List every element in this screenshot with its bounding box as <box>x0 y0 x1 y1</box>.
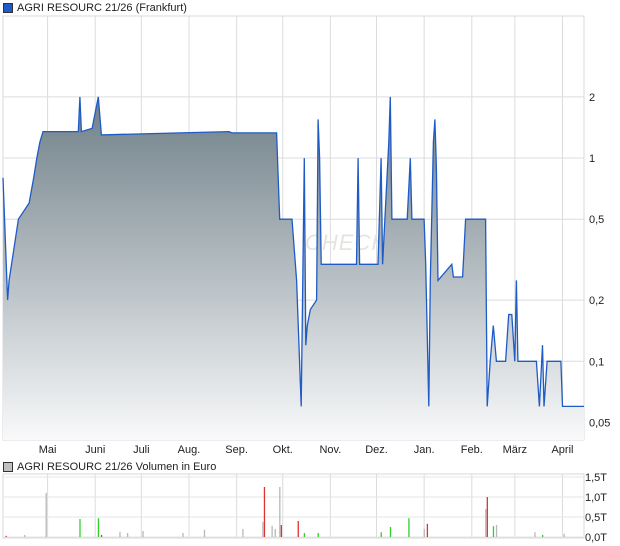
volume-bar <box>423 529 425 537</box>
volume-bar <box>203 529 206 537</box>
volume-bar <box>426 523 429 537</box>
price-y-tick-label: 0,1 <box>589 356 604 368</box>
x-tick-label: Sep. <box>225 444 248 456</box>
x-tick-label: April <box>551 444 573 456</box>
volume-bar <box>303 533 306 537</box>
volume-y-tick-label: 1,5T <box>585 472 607 484</box>
volume-bar <box>297 521 299 537</box>
price-y-tick-label: 2 <box>589 92 595 104</box>
volume-legend: AGRI RESOURC 21/26 Volumen in Euro <box>3 461 216 473</box>
price-y-tick-label: 0,05 <box>589 417 610 429</box>
volume-bar <box>563 533 565 537</box>
price-y-tick-label: 0,5 <box>589 214 604 226</box>
x-tick-label: Aug. <box>178 444 201 456</box>
volume-y-tick-label: 0,0T <box>585 532 607 544</box>
volume-bar <box>534 532 536 537</box>
volume-bar <box>262 521 264 537</box>
volume-bar <box>5 535 7 537</box>
x-tick-label: Dez. <box>365 444 388 456</box>
price-line <box>2 96 584 408</box>
volume-bar <box>317 533 319 537</box>
x-tick-label: Juni <box>85 444 105 456</box>
price-legend-swatch <box>3 3 13 13</box>
volume-bar <box>485 509 487 537</box>
volume-y-tick-label: 1,0T <box>585 492 607 504</box>
volume-bar <box>408 518 410 537</box>
x-tick-label: Nov. <box>319 444 341 456</box>
volume-bar <box>127 533 129 537</box>
volume-bar <box>24 535 26 537</box>
price-legend: AGRI RESOURC 21/26 (Frankfurt) <box>3 2 187 14</box>
x-tick-label: Jan. <box>414 444 435 456</box>
volume-bar <box>280 525 283 537</box>
price-y-tick-label: 0,2 <box>589 295 604 307</box>
volume-bar <box>79 519 81 537</box>
price-y-tick-label: 1 <box>589 153 595 165</box>
volume-bar <box>45 493 47 537</box>
volume-bar <box>495 525 498 537</box>
price-legend-label: AGRI RESOURC 21/26 (Frankfurt) <box>17 2 187 14</box>
volume-bar <box>119 531 121 537</box>
volume-bar <box>380 532 382 537</box>
volume-bar <box>142 531 144 537</box>
volume-bar <box>97 518 100 537</box>
volume-bar <box>271 525 273 537</box>
x-tick-label: Okt. <box>273 444 293 456</box>
volume-bar <box>182 533 184 537</box>
volume-bar <box>486 497 488 537</box>
volume-bar <box>492 526 495 537</box>
volume-legend-swatch <box>3 462 13 472</box>
volume-y-tick-label: 0,5T <box>585 512 607 524</box>
volume-bar <box>279 487 281 537</box>
x-tick-label: März <box>503 444 527 456</box>
volume-bar <box>274 529 276 537</box>
x-tick-label: Feb. <box>461 444 483 456</box>
volume-bar <box>263 487 266 537</box>
x-tick-label: Juli <box>133 444 150 456</box>
x-tick-label: Mai <box>39 444 57 456</box>
volume-plot-area <box>2 473 585 539</box>
volume-bar <box>100 535 103 537</box>
volume-legend-label: AGRI RESOURC 21/26 Volumen in Euro <box>17 461 217 473</box>
volume-bar <box>242 529 244 537</box>
volume-bar <box>389 527 392 537</box>
volume-bar <box>542 535 544 537</box>
price-area-fill <box>3 96 584 441</box>
